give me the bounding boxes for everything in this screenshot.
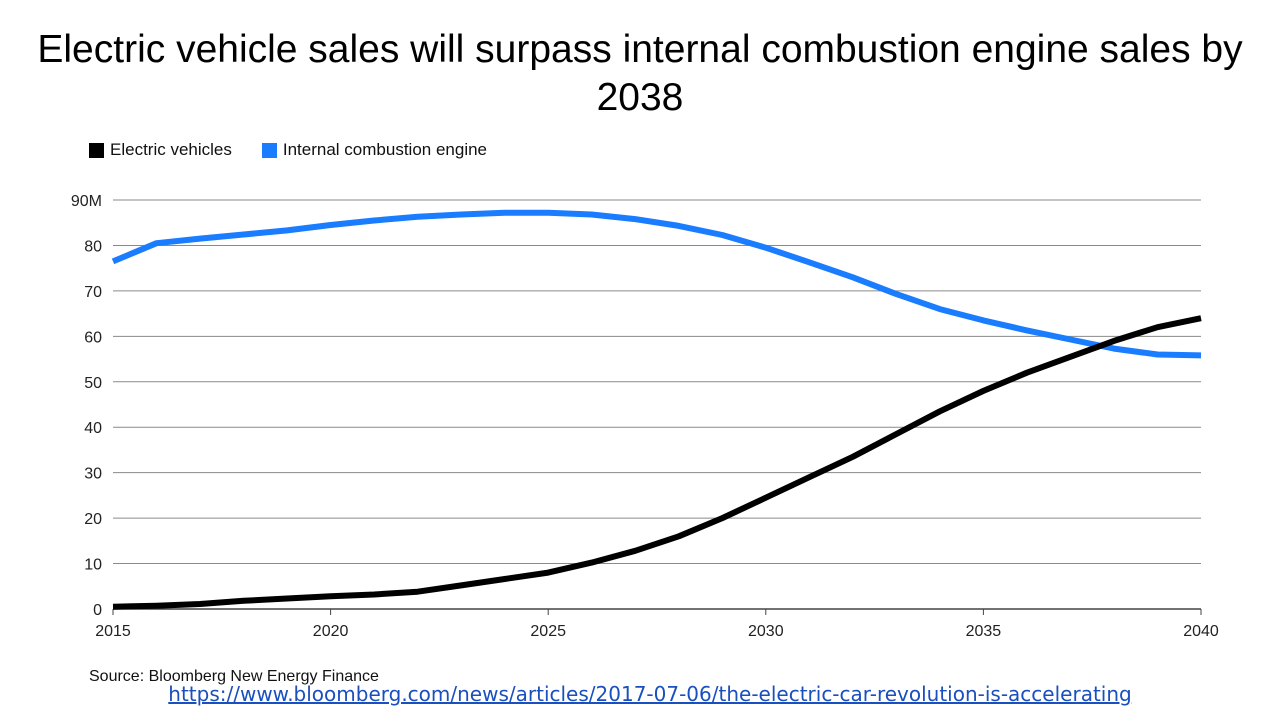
y-tick-label-50: 50 <box>84 375 102 392</box>
y-tick-label-80: 80 <box>84 238 102 255</box>
legend-swatch-internal-combustion-engine <box>261 142 277 158</box>
legend-swatch-electric-vehicles <box>89 142 104 158</box>
source-note: Source: Bloomberg New Energy Finance <box>89 668 379 685</box>
y-tick-label-40: 40 <box>84 420 102 437</box>
y-tick-label-70: 70 <box>84 284 102 301</box>
legend-label-electric-vehicles: Electric vehicles <box>110 140 232 159</box>
y-tick-label-10: 10 <box>84 557 102 574</box>
y-tick-label-90: 90M <box>71 193 102 210</box>
chart-legend: Electric vehicles Internal combustion en… <box>89 140 517 160</box>
legend-label-internal-combustion-engine: Internal combustion engine <box>282 140 488 159</box>
y-tick-label-30: 30 <box>84 466 102 483</box>
y-tick-label-60: 60 <box>84 329 102 346</box>
series-line-electric-vehicles <box>112 315 1202 610</box>
x-tick-label-2040: 2040 <box>1183 623 1219 640</box>
source-link[interactable]: https://www.bloomberg.com/news/articles/… <box>168 682 1132 706</box>
x-tick-label-2030: 2030 <box>748 623 784 640</box>
x-tick-label-2020: 2020 <box>313 623 349 640</box>
x-tick-label-2025: 2025 <box>530 623 566 640</box>
y-tick-label-0: 0 <box>93 602 102 619</box>
slide-title: Electric vehicle sales will surpass inte… <box>37 28 1243 119</box>
x-tick-label-2015: 2015 <box>95 623 131 640</box>
legend-item-electric-vehicles: Electric vehicles <box>89 140 232 160</box>
x-tick-label-2035: 2035 <box>966 623 1002 640</box>
legend-item-internal-combustion-engine: Internal combustion engine <box>261 140 488 160</box>
series-line-internal-combustion-engine <box>111 209 1202 359</box>
y-tick-label-20: 20 <box>84 511 102 528</box>
